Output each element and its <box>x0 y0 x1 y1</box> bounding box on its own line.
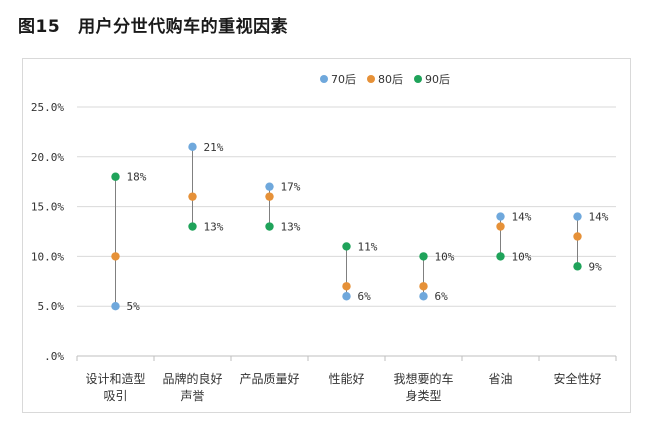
data-label-high: 14% <box>512 211 532 224</box>
data-point <box>573 262 582 271</box>
x-category-label: 声誉 <box>180 389 204 403</box>
data-point <box>342 242 351 251</box>
x-category-label: 吸引 <box>103 389 127 403</box>
x-category-label: 产品质量好 <box>239 372 299 386</box>
data-point <box>188 142 197 152</box>
y-tick-label: 20.0% <box>31 151 64 164</box>
data-point <box>265 192 274 201</box>
data-point <box>342 292 351 301</box>
data-label-high: 11% <box>358 240 378 253</box>
legend-marker <box>320 75 328 83</box>
x-category-label: 省油 <box>488 372 512 386</box>
data-point <box>496 212 505 221</box>
x-category-label: 我想要的车 <box>393 371 453 386</box>
y-tick-label: 10.0% <box>31 250 64 263</box>
data-point <box>419 292 428 301</box>
x-category-label: 安全性好 <box>553 371 601 386</box>
data-point <box>111 172 120 181</box>
data-point <box>265 222 274 231</box>
y-tick-label: .0% <box>44 350 64 363</box>
data-label-low: 13% <box>281 221 301 234</box>
data-point <box>419 282 428 291</box>
data-label-high: 17% <box>281 181 301 194</box>
data-label-low: 9% <box>589 260 603 273</box>
data-point <box>342 282 351 291</box>
data-point <box>111 302 120 311</box>
data-point <box>496 222 505 231</box>
data-label-high: 21% <box>204 141 224 154</box>
data-label-low: 6% <box>358 290 372 303</box>
data-point <box>111 252 120 261</box>
legend-label: 70后 <box>331 73 356 86</box>
legend-marker <box>414 75 422 83</box>
data-point <box>419 252 428 261</box>
data-label-low: 5% <box>127 300 141 313</box>
y-tick-label: 15.0% <box>31 201 64 214</box>
figure-caption: 用户分世代购车的重视因素 <box>78 17 289 37</box>
data-label-low: 6% <box>435 290 449 303</box>
x-category-label: 性能好 <box>328 372 364 386</box>
legend-marker <box>367 75 375 83</box>
data-label-high: 14% <box>589 211 609 224</box>
x-category-label: 品牌的良好 <box>162 371 222 386</box>
figure-title: 图15 用户分世代购车的重视因素 <box>18 12 288 37</box>
data-point <box>188 222 197 231</box>
y-tick-label: 25.0% <box>31 101 64 114</box>
x-category-label: 设计和造型 <box>85 372 145 386</box>
y-tick-label: 5.0% <box>38 300 65 313</box>
data-label-high: 10% <box>435 250 455 263</box>
figure-number: 图15 <box>18 17 61 37</box>
x-category-label: 身类型 <box>405 388 441 403</box>
data-label-high: 18% <box>127 171 147 184</box>
data-point <box>265 182 274 191</box>
data-point <box>573 212 582 221</box>
data-point <box>496 252 505 261</box>
legend-label: 90后 <box>425 73 450 86</box>
data-label-low: 10% <box>512 250 532 263</box>
chart-frame <box>22 58 631 413</box>
data-point <box>188 192 197 201</box>
legend-label: 80后 <box>378 73 403 86</box>
data-label-low: 13% <box>204 221 224 234</box>
data-point <box>573 232 582 241</box>
